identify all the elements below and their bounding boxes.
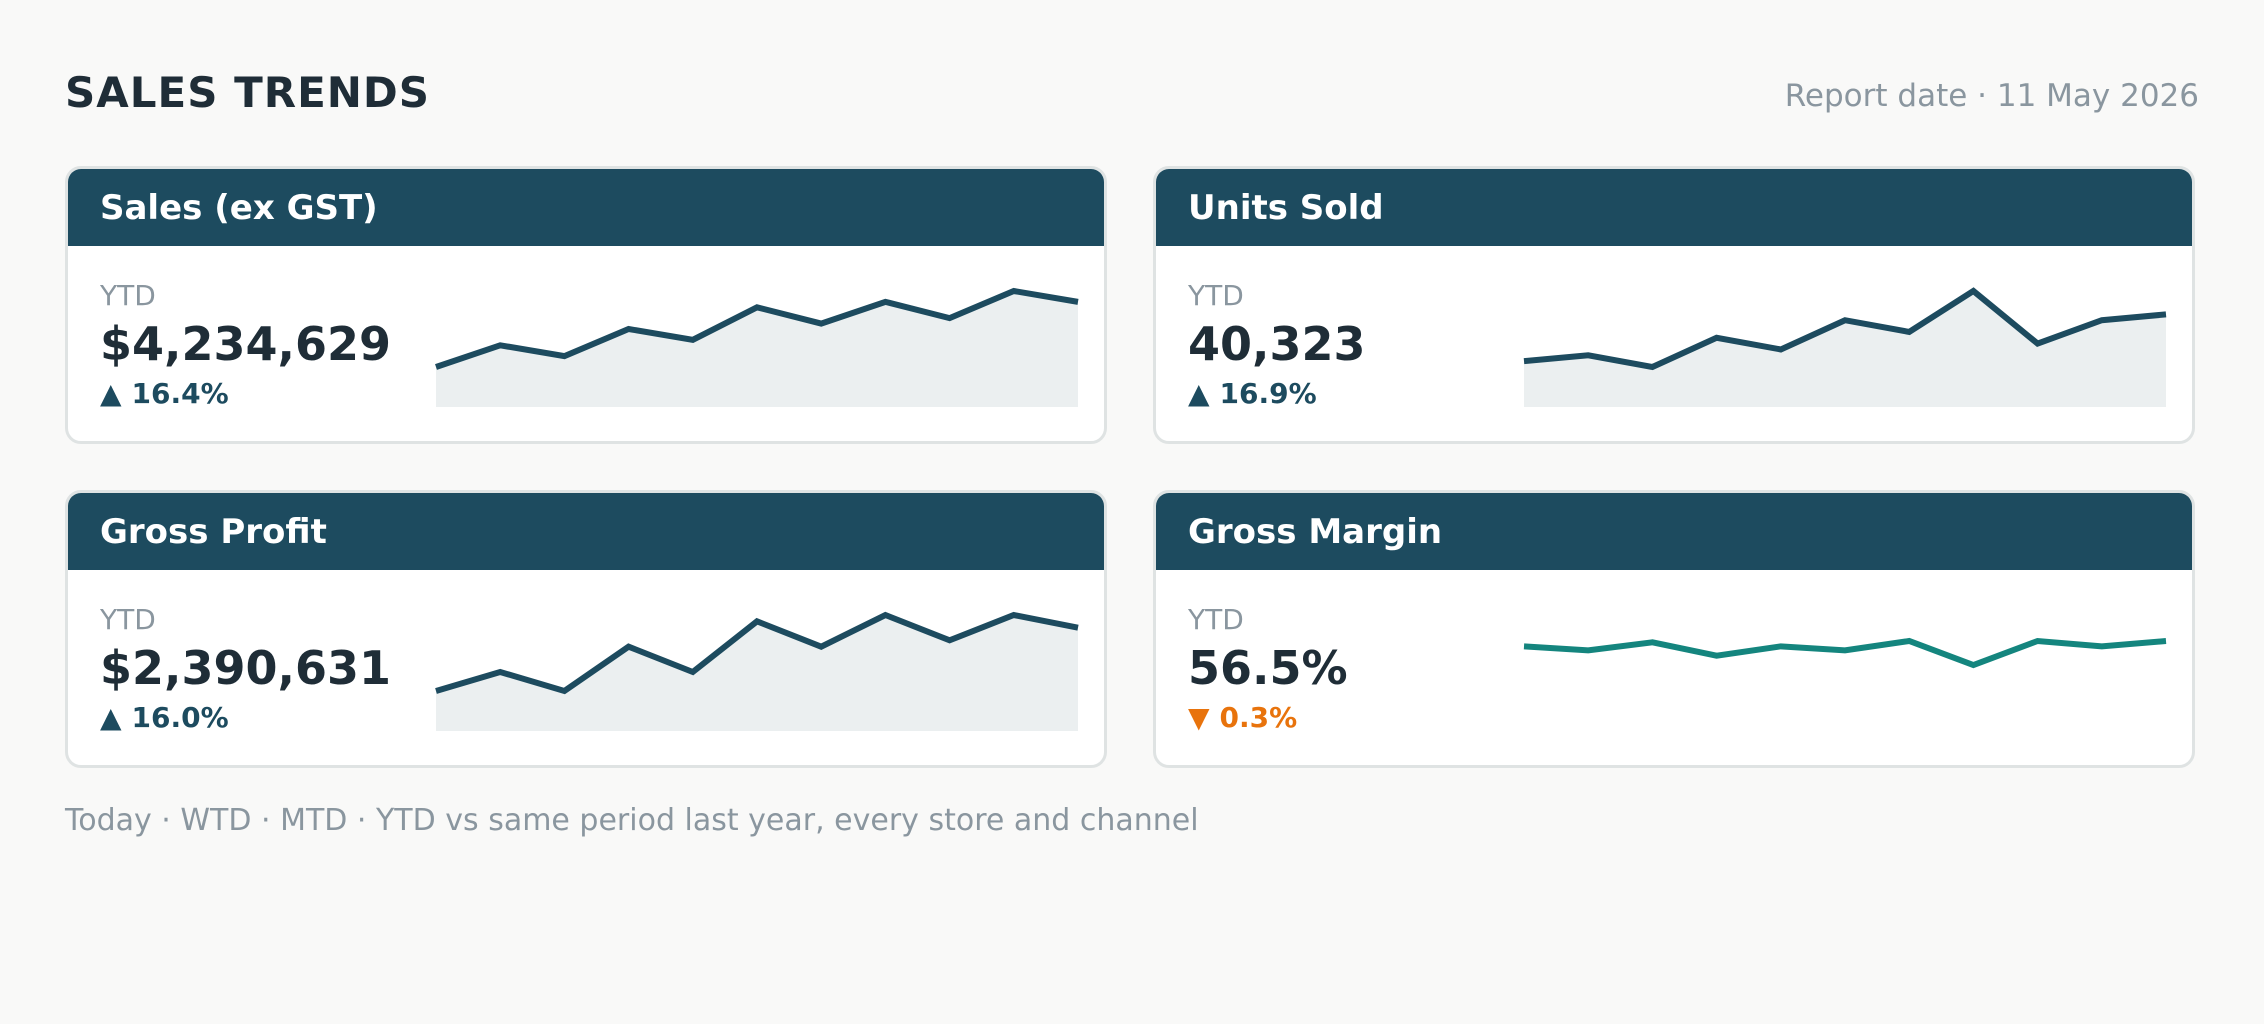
sparkline-line (435, 287, 1079, 370)
metric-value: $4,234,629 (100, 317, 392, 371)
change-value: 16.9% (1219, 377, 1317, 410)
sparkline (1523, 287, 2167, 407)
page-title: SALES TRENDS (65, 68, 431, 117)
footnote: Today · WTD · MTD · YTD vs same period l… (65, 803, 1199, 838)
period-label: YTD (1188, 603, 1244, 636)
report-date: Report date · 11 May 2026 (1784, 78, 2199, 114)
card-title: Units Sold (1156, 169, 2192, 246)
change-indicator: ▲ 16.4% (100, 377, 229, 410)
triangle-up-icon: ▲ (100, 701, 122, 734)
metric-value: 40,323 (1188, 317, 1366, 371)
triangle-up-icon: ▲ (100, 377, 122, 410)
sparkline-line (435, 611, 1079, 695)
change-indicator: ▲ 16.9% (1188, 377, 1317, 410)
period-label: YTD (100, 603, 156, 636)
sparkline-line (1523, 637, 2167, 669)
change-indicator: ▼ 0.3% (1188, 701, 1297, 734)
sparkline-area (436, 291, 1078, 407)
change-value: 16.4% (131, 377, 229, 410)
change-indicator: ▲ 16.0% (100, 701, 229, 734)
sparkline (1523, 637, 2167, 669)
metric-value: $2,390,631 (100, 641, 392, 695)
change-value: 16.0% (131, 701, 229, 734)
period-label: YTD (1188, 279, 1244, 312)
sparkline-line (1523, 287, 2167, 371)
triangle-up-icon: ▲ (1188, 377, 1210, 410)
sparkline (435, 611, 1079, 731)
sparkline-area (436, 615, 1078, 731)
period-label: YTD (100, 279, 156, 312)
card-gross-profit: Gross Profit YTD $2,390,631 ▲ 16.0% (65, 490, 1107, 768)
triangle-down-icon: ▼ (1188, 701, 1210, 734)
card-gross-margin: Gross Margin YTD 56.5% ▼ 0.3% (1153, 490, 2195, 768)
card-title: Gross Margin (1156, 493, 2192, 570)
card-title: Gross Profit (68, 493, 1104, 570)
card-title: Sales (ex GST) (68, 169, 1104, 246)
sparkline (435, 287, 1079, 407)
card-units: Units Sold YTD 40,323 ▲ 16.9% (1153, 166, 2195, 444)
metric-value: 56.5% (1188, 641, 1348, 695)
change-value: 0.3% (1219, 701, 1298, 734)
sparkline-area (1524, 291, 2166, 407)
card-sales: Sales (ex GST) YTD $4,234,629 ▲ 16.4% (65, 166, 1107, 444)
